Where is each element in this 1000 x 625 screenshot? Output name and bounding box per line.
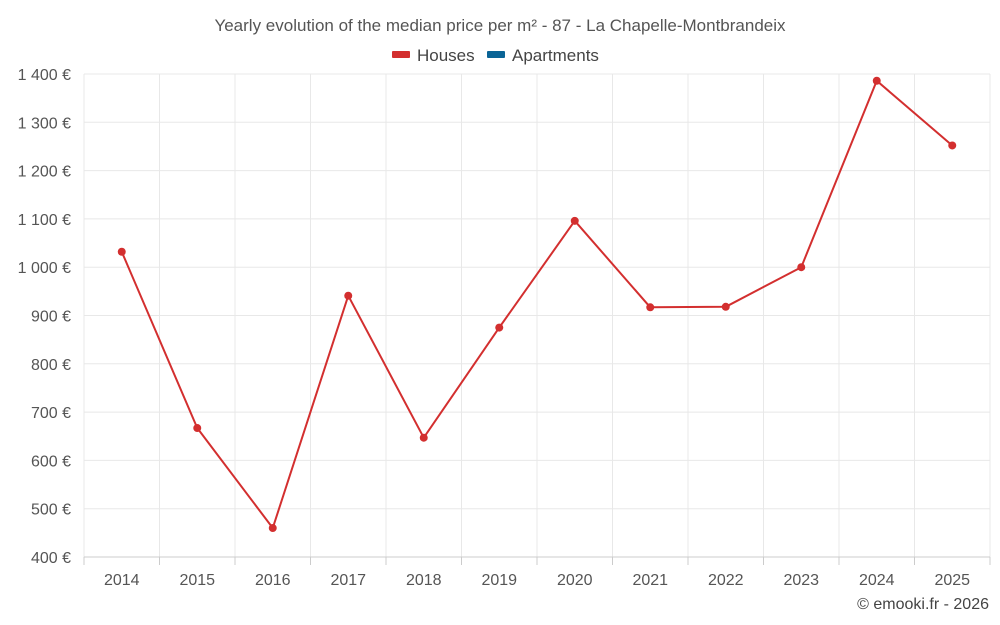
data-point-houses[interactable] [872, 76, 881, 85]
y-tick-label: 1 400 € [18, 67, 71, 84]
y-tick-label: 900 € [31, 309, 71, 326]
legend: Houses Apartments [392, 46, 599, 65]
x-tick-label: 2019 [481, 572, 517, 589]
data-point-houses[interactable] [193, 424, 202, 433]
y-tick-label: 800 € [31, 357, 71, 374]
legend-item-apartments[interactable]: Apartments [487, 46, 599, 65]
y-tick-label: 1 200 € [18, 164, 71, 181]
data-point-houses[interactable] [646, 303, 655, 312]
y-tick-label: 600 € [31, 453, 71, 470]
legend-item-houses[interactable]: Houses [392, 46, 475, 65]
data-point-houses[interactable] [419, 433, 428, 442]
data-point-houses[interactable] [117, 247, 126, 256]
x-tick-label: 2014 [104, 572, 140, 589]
data-point-houses[interactable] [797, 263, 806, 272]
series-line-houses [120, 79, 953, 530]
data-point-houses[interactable] [268, 524, 277, 533]
credit-text: © emooki.fr - 2026 [857, 596, 989, 613]
series-houses [117, 76, 957, 533]
y-tick-label: 1 000 € [18, 260, 71, 277]
y-tick-label: 500 € [31, 502, 71, 519]
x-tick-label: 2022 [708, 572, 744, 589]
y-tick-label: 400 € [31, 550, 71, 567]
legend-label-houses: Houses [417, 46, 475, 65]
x-tick-label: 2023 [783, 572, 819, 589]
chart-title: Yearly evolution of the median price per… [214, 16, 786, 35]
x-tick-label: 2025 [934, 572, 970, 589]
y-tick-label: 1 300 € [18, 115, 71, 132]
x-tick-label: 2016 [255, 572, 291, 589]
y-tick-label: 1 100 € [18, 212, 71, 229]
legend-label-apartments: Apartments [512, 46, 599, 65]
legend-swatch-apartments [487, 51, 505, 58]
data-point-houses[interactable] [344, 291, 353, 300]
x-tick-label: 2021 [632, 572, 668, 589]
legend-swatch-houses [392, 51, 410, 58]
data-point-houses[interactable] [721, 302, 730, 311]
data-point-houses[interactable] [948, 141, 957, 150]
x-tick-label: 2018 [406, 572, 442, 589]
x-axis: 2014 2015 2016 2017 2018 2019 2020 2021 2022 2023… [83, 556, 991, 589]
y-tick-label: 700 € [31, 405, 71, 422]
x-tick-label: 2017 [330, 572, 366, 589]
x-tick-label: 2015 [179, 572, 215, 589]
gridlines [83, 73, 991, 557]
data-point-houses[interactable] [495, 323, 504, 332]
x-tick-label: 2024 [859, 572, 895, 589]
data-point-houses[interactable] [570, 216, 579, 225]
y-axis: 400 € 500 € 600 € 700 € 800 € 900 € 1 000 € 1 1… [18, 67, 71, 567]
x-tick-label: 2020 [557, 572, 593, 589]
